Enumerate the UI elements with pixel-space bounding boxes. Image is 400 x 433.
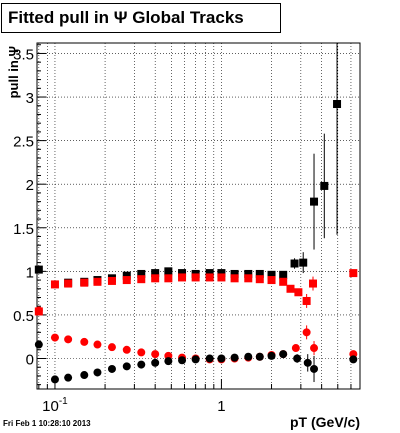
y-tick-label: 2 <box>26 177 34 194</box>
data-point-circle <box>93 340 102 349</box>
data-point-square <box>93 277 102 286</box>
grid-lines <box>37 43 360 389</box>
data-point-square <box>279 277 288 286</box>
axis-ticks <box>37 44 352 389</box>
data-point-circle <box>122 362 131 371</box>
data-point-square <box>302 296 311 305</box>
data-point-circle <box>151 358 160 367</box>
data-point-square <box>255 269 264 278</box>
data-point-circle <box>293 354 302 363</box>
data-point-square <box>244 274 253 283</box>
data-point-circle <box>50 333 59 342</box>
data-point-circle <box>310 344 319 353</box>
y-tick-label: 1 <box>26 264 34 281</box>
data-point-circle <box>122 345 131 354</box>
data-point-square <box>309 279 318 288</box>
data-point-circle <box>64 373 73 382</box>
data-point-square <box>191 273 200 282</box>
data-point-circle <box>205 354 214 363</box>
y-tick-label: 0.5 <box>13 308 34 325</box>
chart-title: Fitted pull in Ψ Global Tracks <box>1 3 281 33</box>
data-point-square <box>137 269 146 278</box>
data-point-square <box>230 269 239 278</box>
data-point-square <box>34 265 43 274</box>
data-point-circle <box>107 364 116 373</box>
y-tick-labels: 0 0.5 1 1.5 2 2.5 3 3.5 <box>13 46 34 368</box>
x-tick-label: 10-1 <box>42 396 68 415</box>
data-point-square <box>320 181 329 190</box>
data-point-square <box>107 276 116 285</box>
data-point-square <box>151 269 160 278</box>
data-point-circle <box>137 348 146 357</box>
data-point-circle <box>107 343 116 352</box>
data-point-circle <box>93 368 102 377</box>
data-point-circle <box>34 306 43 315</box>
data-point-square <box>164 274 173 283</box>
data-point-circle <box>137 360 146 369</box>
x-axis-label: pT (GeV/c) <box>290 414 360 430</box>
data-point-square <box>80 278 89 287</box>
data-point-square <box>294 288 303 297</box>
data-point-circle <box>244 352 253 361</box>
data-point-square <box>137 275 146 284</box>
data-point-square <box>217 269 226 278</box>
data-point-circle <box>80 337 89 346</box>
data-point-square <box>255 275 264 284</box>
data-point-square <box>333 100 342 109</box>
data-point-circle <box>178 356 187 365</box>
data-point-circle <box>303 358 312 367</box>
data-point-circle <box>310 364 319 373</box>
data-point-square <box>178 269 187 278</box>
data-point-circle <box>50 375 59 384</box>
data-point-square <box>279 270 288 279</box>
data-point-circle <box>64 335 73 344</box>
data-point-square <box>151 274 160 283</box>
y-axis-label: pull in Ψ <box>6 46 21 98</box>
data-point-circle <box>349 355 358 364</box>
data-point-circle <box>34 340 43 349</box>
data-point-square <box>205 273 214 282</box>
data-point-circle <box>291 344 300 353</box>
data-point-circle <box>164 357 173 366</box>
data-point-square <box>310 197 319 206</box>
data-point-square <box>267 270 276 279</box>
y-tick-label: 1.5 <box>13 221 34 238</box>
data-point-square <box>267 276 276 285</box>
data-point-square <box>205 269 214 278</box>
data-point-circle <box>80 371 89 380</box>
x-tick-labels: 10-1 1 <box>42 396 225 415</box>
y-tick-label: 3 <box>26 90 34 107</box>
data-markers <box>34 43 358 384</box>
data-point-circle <box>279 350 288 359</box>
data-point-square <box>244 269 253 278</box>
x-tick-label: 1 <box>217 398 225 415</box>
y-tick-label: 3.5 <box>13 46 34 63</box>
y-tick-label: 0 <box>26 351 34 368</box>
data-point-circle <box>302 328 311 337</box>
data-point-square <box>64 279 73 288</box>
data-point-circle <box>255 352 264 361</box>
data-point-square <box>290 259 299 268</box>
data-point-square <box>230 274 239 283</box>
data-point-circle <box>191 355 200 364</box>
data-point-circle <box>267 351 276 360</box>
data-point-circle <box>217 354 226 363</box>
y-tick-label: 2.5 <box>13 134 34 151</box>
data-point-square <box>164 267 173 276</box>
data-point-square <box>122 271 131 280</box>
plot-frame <box>36 42 361 390</box>
data-point-square <box>349 269 358 278</box>
data-point-square <box>217 273 226 282</box>
data-point-circle <box>230 353 239 362</box>
data-point-square <box>50 280 59 289</box>
data-point-square <box>299 258 308 267</box>
data-point-circle <box>151 350 160 359</box>
timestamp: Fri Feb 1 10:28:10 2013 <box>3 419 91 428</box>
data-point-square <box>286 284 295 293</box>
data-point-square <box>178 273 187 282</box>
data-point-square <box>122 276 131 285</box>
